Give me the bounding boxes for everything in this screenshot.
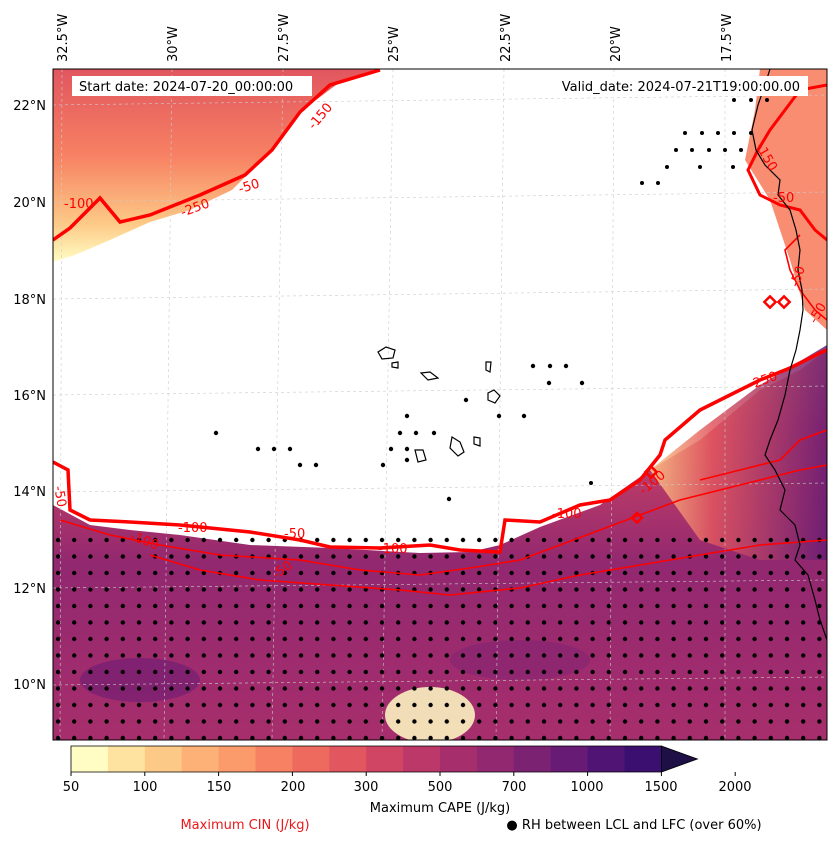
colorbar-tick: 300 [353, 780, 379, 795]
rh-marker-icon: ● [506, 818, 518, 833]
cin-label: -100 [378, 542, 408, 557]
colorbar-segment [292, 746, 330, 772]
colorbar-segment [366, 746, 404, 772]
lon-label: 17.5°W [720, 14, 735, 62]
cape-field-northwest [53, 69, 380, 262]
cape-field-northeast [745, 69, 827, 330]
cin-contour-east-coast [784, 234, 827, 321]
valid-date-box [538, 76, 808, 96]
cin-legend-label: Maximum CIN (J/kg) [180, 818, 310, 833]
africa-coastline [751, 69, 827, 641]
colorbar-segment [440, 746, 478, 772]
cin-contour-south [53, 348, 827, 554]
colorbar-extend-arrow [661, 745, 699, 773]
cin-contours [53, 69, 827, 596]
colorbar-tick: 1000 [570, 780, 604, 795]
lat-label: 16°N [13, 389, 46, 404]
colorbar-tick: 50 [62, 780, 80, 795]
lon-label: 22.5°W [499, 14, 514, 62]
cin-label: -50 [237, 176, 262, 197]
colorbar-tick: 500 [427, 780, 453, 795]
valid-date-label: Valid_date: 2024-07-21T19:00:00.00 [562, 80, 800, 95]
cin-contour-inner-south [59, 464, 827, 576]
cape-colorbar [70, 745, 736, 776]
cin-label: -50 [284, 527, 305, 542]
map-frame [52, 68, 828, 741]
map-layers [53, 69, 827, 740]
rh-legend-label: RH between LCL and LFC (over 60%) [521, 818, 762, 833]
lon-label: 32.5°W [56, 14, 71, 62]
colorbar-tick: 100 [132, 780, 158, 795]
lat-label: 12°N [13, 582, 46, 597]
colorbar-tick: 1500 [644, 780, 678, 795]
lat-label: 10°N [13, 678, 46, 693]
cin-label: -100 [64, 197, 94, 212]
latitude-labels: 22°N 20°N 18°N 16°N 14°N 12°N 10°N [13, 99, 46, 693]
start-date-label: Start date: 2024-07-20_00:00:00 [79, 80, 293, 95]
cape-colorbar-label: Maximum CAPE (J/kg) [369, 801, 511, 816]
colorbar-segment [624, 746, 662, 772]
cin-label: -50 [788, 264, 809, 289]
rh-stipple-scattered [213, 98, 769, 502]
colorbar-segment [587, 746, 625, 772]
colorbar-tick: 2000 [718, 780, 752, 795]
colorbar-tick: 700 [501, 780, 527, 795]
lon-label: 27.5°W [277, 14, 292, 62]
cin-contour-north [53, 69, 381, 242]
colorbar-segment [329, 746, 367, 772]
colorbar-segment [218, 746, 256, 772]
colorbar-segment [550, 746, 589, 772]
lon-label: 20°W [609, 26, 624, 62]
colorbar-tick: 150 [206, 780, 232, 795]
colorbar-segment [71, 746, 109, 772]
lat-label: 14°N [13, 485, 46, 500]
colorbar-segment [107, 746, 146, 772]
colorbar-segment [403, 746, 441, 772]
colorbar-segment [255, 746, 293, 772]
colorbar-segment [181, 746, 220, 772]
lon-label: 25°W [387, 26, 402, 62]
cin-label: -50 [50, 485, 68, 509]
cin-label: -100 [178, 521, 208, 536]
cape-field-east [650, 345, 827, 560]
lon-label: 30°W [166, 26, 181, 62]
lat-label: 20°N [13, 196, 46, 211]
colorbar-segment [476, 746, 515, 772]
cin-label: -100 [552, 507, 582, 522]
colorbar-segment [513, 746, 552, 772]
rh-legend: ● RH between LCL and LFC (over 60%) [506, 818, 761, 833]
start-date-box [72, 76, 312, 96]
cin-label: -50 [773, 191, 794, 206]
cin-contour-senegal [699, 429, 827, 481]
cape-verde-islands [377, 346, 501, 463]
longitude-labels: 32.5°W 30°W 27.5°W 25°W 22.5°W 20°W 17.5… [56, 14, 735, 62]
cin-contour-northeast [746, 83, 827, 242]
lat-label: 22°N [13, 99, 46, 114]
cin-contour-inner-south-2 [149, 539, 827, 596]
lat-label: 18°N [13, 293, 46, 308]
rh-stipple-south [53, 533, 827, 740]
colorbar-tick: 200 [280, 780, 306, 795]
colorbar-segment [144, 746, 183, 772]
